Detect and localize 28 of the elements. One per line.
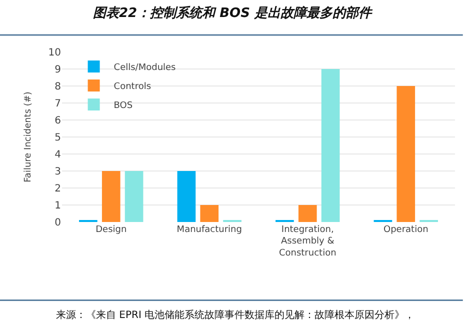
y-tick-label: 1 (54, 200, 61, 212)
bar (396, 86, 416, 222)
bar (321, 69, 340, 222)
y-tick-label: 9 (54, 64, 61, 76)
x-tick-label: Design (96, 225, 127, 235)
bar (298, 205, 317, 222)
y-tick-label: 2 (54, 184, 61, 194)
y-tick-label: 10 (48, 48, 61, 58)
legend-label: BOS (114, 101, 133, 112)
chart-title: 图表22：控制系统和 BOS 是出故障最多的部件 (93, 5, 374, 22)
y-axis-title: Failure Incidents (#) (24, 92, 34, 182)
bar (200, 205, 219, 222)
y-tick-label: 6 (54, 116, 61, 126)
legend-label: Controls (114, 82, 152, 92)
y-tick-label: 8 (54, 82, 61, 92)
bar (102, 171, 120, 222)
y-tick-label: 3 (54, 166, 61, 178)
y-tick-label: 5 (54, 132, 61, 144)
y-tick-label: 4 (54, 150, 61, 160)
bar (124, 171, 144, 222)
x-tick-label: Integration, Assembly & Construction (278, 225, 336, 258)
bar (177, 171, 196, 222)
y-tick-label: 0 (54, 218, 61, 228)
legend-label: Cells/Modules (114, 63, 176, 74)
x-tick-label: Operation (383, 225, 428, 235)
source-note: 来源：《来自 EPRI 电池储能系统故障事件数据库的见解：故障根本原因分析》， (56, 309, 415, 320)
x-tick-label: Manufacturing (176, 225, 242, 235)
y-tick-label: 7 (54, 98, 61, 110)
